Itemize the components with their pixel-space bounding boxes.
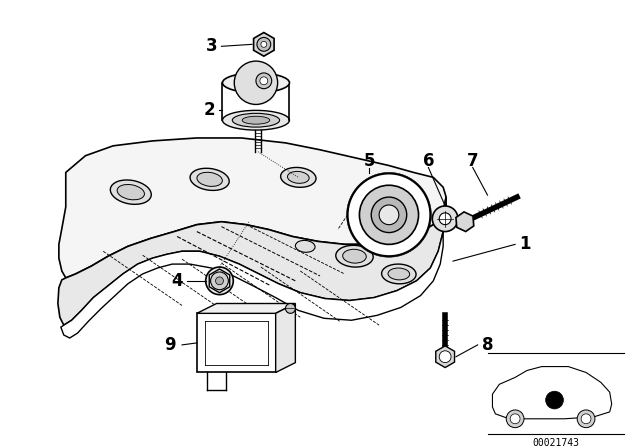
Text: 7: 7 — [467, 151, 479, 170]
Circle shape — [577, 410, 595, 428]
Ellipse shape — [190, 168, 229, 190]
Polygon shape — [197, 313, 276, 372]
Polygon shape — [58, 197, 446, 325]
Text: 2: 2 — [204, 101, 216, 119]
Polygon shape — [253, 33, 274, 56]
Ellipse shape — [280, 168, 316, 187]
Text: 3: 3 — [206, 37, 218, 55]
Ellipse shape — [388, 268, 410, 280]
Ellipse shape — [232, 113, 280, 127]
Polygon shape — [276, 303, 296, 372]
Polygon shape — [456, 212, 474, 232]
Ellipse shape — [223, 110, 289, 130]
Circle shape — [348, 173, 430, 256]
Circle shape — [510, 414, 520, 424]
Ellipse shape — [296, 241, 315, 252]
Circle shape — [379, 205, 399, 224]
Circle shape — [439, 351, 451, 362]
Circle shape — [433, 206, 458, 232]
Circle shape — [234, 61, 278, 104]
Ellipse shape — [117, 185, 145, 200]
Circle shape — [205, 267, 234, 295]
Ellipse shape — [197, 172, 222, 186]
Circle shape — [256, 73, 272, 89]
Circle shape — [257, 38, 271, 51]
Polygon shape — [197, 303, 296, 313]
Circle shape — [439, 213, 451, 224]
Circle shape — [546, 391, 563, 409]
Ellipse shape — [110, 180, 151, 204]
Text: 4: 4 — [172, 272, 183, 290]
Text: 00021743: 00021743 — [532, 439, 579, 448]
Circle shape — [506, 410, 524, 428]
Circle shape — [261, 41, 267, 47]
Polygon shape — [59, 138, 446, 278]
Polygon shape — [61, 232, 443, 338]
Text: 6: 6 — [422, 151, 434, 170]
Ellipse shape — [342, 249, 366, 263]
Text: 8: 8 — [482, 336, 493, 354]
Text: 9: 9 — [164, 336, 176, 354]
Polygon shape — [492, 366, 612, 419]
Ellipse shape — [242, 116, 269, 124]
Ellipse shape — [287, 172, 309, 183]
Text: 1: 1 — [519, 235, 531, 254]
Circle shape — [360, 185, 419, 244]
Ellipse shape — [336, 246, 373, 267]
Text: 5: 5 — [364, 151, 375, 170]
Ellipse shape — [223, 73, 289, 93]
Circle shape — [581, 414, 591, 424]
Circle shape — [285, 303, 296, 313]
Ellipse shape — [381, 264, 416, 284]
Circle shape — [211, 272, 228, 290]
Circle shape — [260, 77, 268, 85]
Polygon shape — [436, 346, 454, 367]
Circle shape — [371, 197, 406, 233]
Circle shape — [216, 277, 223, 285]
